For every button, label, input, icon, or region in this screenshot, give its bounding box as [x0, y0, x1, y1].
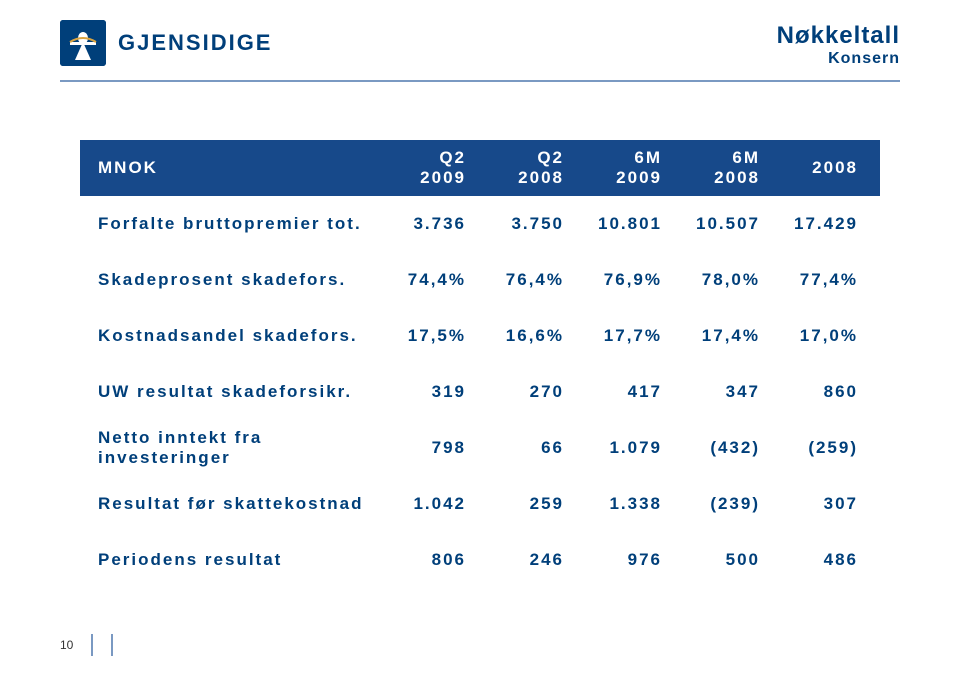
row-label: Netto inntekt fra investeringer: [80, 428, 390, 468]
cell: 307: [782, 494, 880, 514]
col-header: Q2 2008: [488, 148, 586, 188]
cell: 3.750: [488, 214, 586, 234]
cell: 76,4%: [488, 270, 586, 290]
key-figures-table: MNOK Q2 2009 Q2 2008 6M 2009 6M 2008 200…: [80, 140, 880, 588]
cell: (432): [684, 438, 782, 458]
footer-separator-icon: [91, 634, 93, 656]
cell: 76,9%: [586, 270, 684, 290]
cell: 1.338: [586, 494, 684, 514]
col-header: 6M 2009: [586, 148, 684, 188]
col-header: MNOK: [80, 158, 390, 178]
cell: 17,0%: [782, 326, 880, 346]
cell: 66: [488, 438, 586, 458]
table-row: Periodens resultat 806 246 976 500 486: [80, 532, 880, 588]
cell: 3.736: [390, 214, 488, 234]
table-header-row: MNOK Q2 2009 Q2 2008 6M 2009 6M 2008 200…: [80, 140, 880, 196]
cell: (239): [684, 494, 782, 514]
table-row: UW resultat skadeforsikr. 319 270 417 34…: [80, 364, 880, 420]
cell: 17.429: [782, 214, 880, 234]
page-number: 10: [60, 638, 73, 652]
table-row: Netto inntekt fra investeringer 798 66 1…: [80, 420, 880, 476]
brand-logo: GJENSIDIGE: [60, 20, 272, 66]
header-rule: [60, 80, 900, 82]
cell: (259): [782, 438, 880, 458]
cell: 500: [684, 550, 782, 570]
cell: 10.507: [684, 214, 782, 234]
brand-logomark: [60, 20, 106, 66]
slide: GJENSIDIGE Nøkkeltall Konsern MNOK Q2 20…: [0, 0, 960, 678]
cell: 417: [586, 382, 684, 402]
footer: 10: [60, 634, 113, 656]
cell: 798: [390, 438, 488, 458]
cell: 77,4%: [782, 270, 880, 290]
cell: 17,5%: [390, 326, 488, 346]
table-row: Skadeprosent skadefors. 74,4% 76,4% 76,9…: [80, 252, 880, 308]
col-header: 6M 2008: [684, 148, 782, 188]
cell: 78,0%: [684, 270, 782, 290]
cell: 10.801: [586, 214, 684, 234]
cell: 319: [390, 382, 488, 402]
row-label: Resultat før skattekostnad: [80, 494, 390, 514]
cell: 976: [586, 550, 684, 570]
page-subtitle: Konsern: [777, 50, 900, 68]
cell: 486: [782, 550, 880, 570]
header: GJENSIDIGE Nøkkeltall Konsern: [0, 20, 960, 80]
row-label: Kostnadsandel skadefors.: [80, 326, 390, 346]
col-header: Q2 2009: [390, 148, 488, 188]
cell: 259: [488, 494, 586, 514]
row-label: Forfalte bruttopremier tot.: [80, 214, 390, 234]
table-row: Resultat før skattekostnad 1.042 259 1.3…: [80, 476, 880, 532]
title-block: Nøkkeltall Konsern: [777, 22, 900, 68]
row-label: UW resultat skadeforsikr.: [80, 382, 390, 402]
cell: 1.079: [586, 438, 684, 458]
cell: 17,7%: [586, 326, 684, 346]
table-row: Forfalte bruttopremier tot. 3.736 3.750 …: [80, 196, 880, 252]
cell: 246: [488, 550, 586, 570]
cell: 347: [684, 382, 782, 402]
cell: 74,4%: [390, 270, 488, 290]
cell: 806: [390, 550, 488, 570]
cell: 270: [488, 382, 586, 402]
brand-name: GJENSIDIGE: [118, 30, 272, 56]
row-label: Periodens resultat: [80, 550, 390, 570]
page-title: Nøkkeltall: [777, 22, 900, 50]
row-label: Skadeprosent skadefors.: [80, 270, 390, 290]
table-row: Kostnadsandel skadefors. 17,5% 16,6% 17,…: [80, 308, 880, 364]
cell: 17,4%: [684, 326, 782, 346]
cell: 1.042: [390, 494, 488, 514]
cell: 860: [782, 382, 880, 402]
footer-separator-icon: [111, 634, 113, 656]
col-header: 2008: [782, 158, 880, 178]
cell: 16,6%: [488, 326, 586, 346]
